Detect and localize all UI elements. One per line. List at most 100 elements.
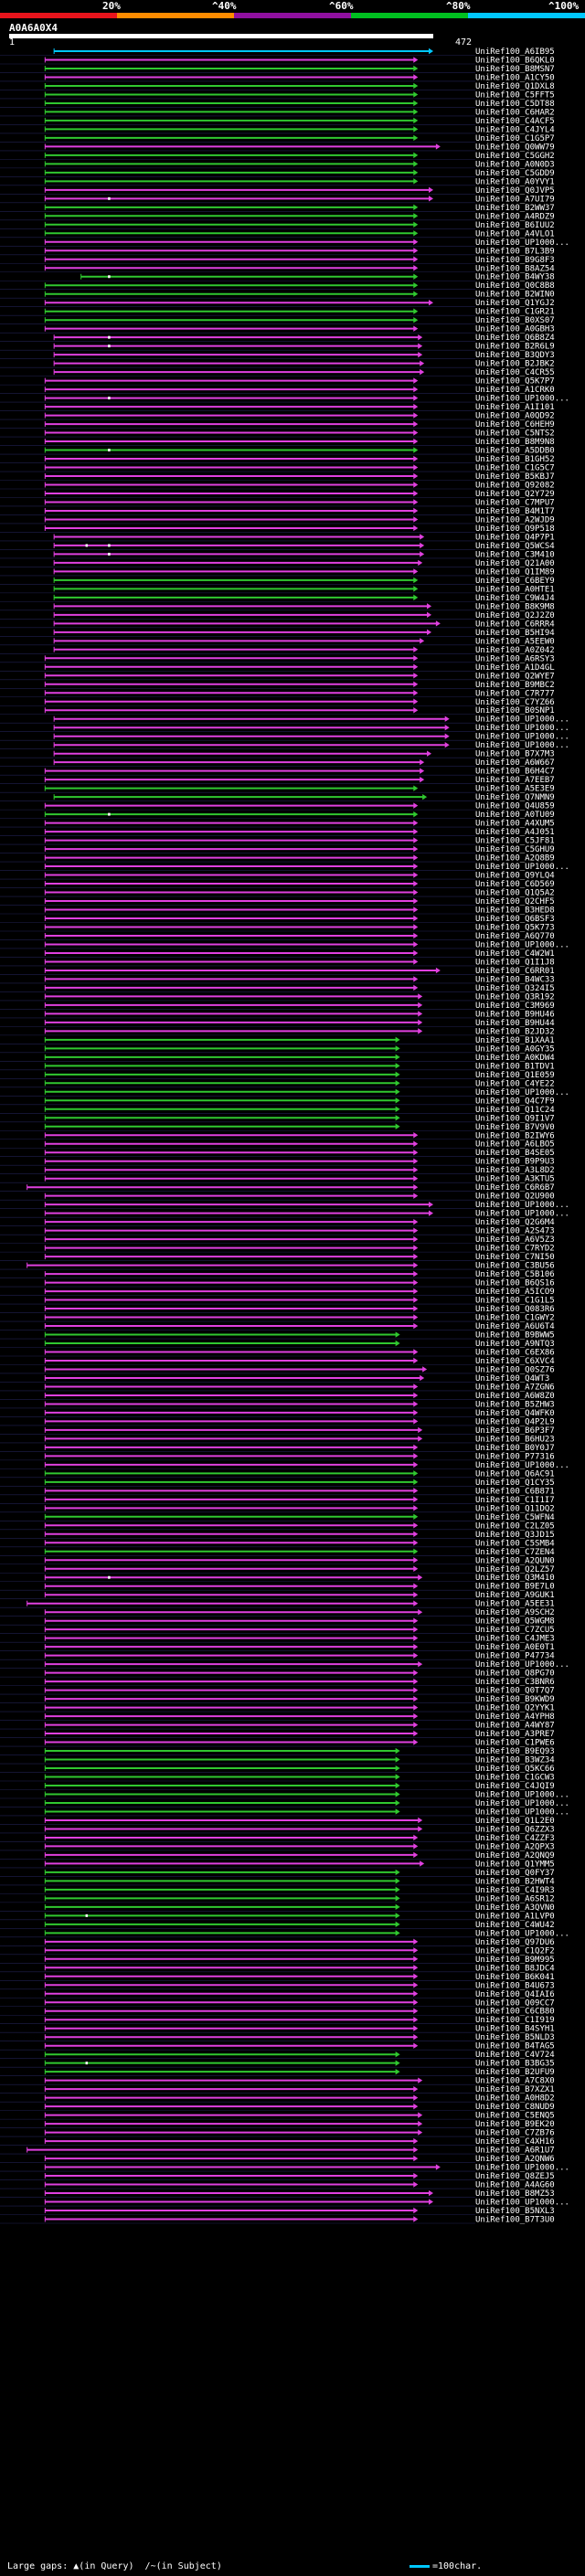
hit-id-label[interactable]: UniRef100_Q0WW79 [475, 143, 555, 152]
hit-id-label[interactable]: UniRef100_C6XVC4 [475, 1357, 555, 1366]
hit-id-label[interactable]: UniRef100_A6IB95 [475, 48, 555, 57]
hit-row[interactable]: UniRef100_Q8ZEJ5 [0, 2172, 555, 2181]
hit-id-label[interactable]: UniRef100_Q4WT3 [475, 1374, 549, 1383]
hit-row[interactable]: UniRef100_UP1000... [0, 733, 569, 742]
hit-row[interactable]: UniRef100_B1XAA1 [0, 1036, 555, 1045]
hit-id-label[interactable]: UniRef100_Q1L2E0 [475, 1817, 555, 1826]
hit-row[interactable]: UniRef100_A0E0T1 [0, 1643, 555, 1652]
hit-id-label[interactable]: UniRef100_Q9YLQ4 [475, 872, 555, 881]
hit-row[interactable]: UniRef100_Q0C8B8 [0, 281, 555, 291]
hit-row[interactable]: UniRef100_A6LBO5 [0, 1140, 555, 1150]
hit-row[interactable]: UniRef100_C7NI50 [0, 1253, 555, 1262]
hit-row[interactable]: UniRef100_A6SR12 [0, 1894, 555, 1903]
hit-row[interactable]: UniRef100_A6RSY3 [0, 654, 555, 663]
hit-row[interactable]: UniRef100_Q4IAI6 [0, 1990, 555, 1999]
hit-row[interactable]: UniRef100_B0SNP1 [0, 706, 555, 716]
hit-id-label[interactable]: UniRef100_C4W2W1 [475, 949, 555, 959]
hit-id-label[interactable]: UniRef100_C7NI50 [475, 1253, 555, 1262]
hit-id-label[interactable]: UniRef100_C7MPU7 [475, 498, 555, 507]
hit-id-label[interactable]: UniRef100_Q8PG70 [475, 1670, 555, 1679]
hit-id-label[interactable]: UniRef100_Q2YYK1 [475, 1704, 555, 1713]
hit-row[interactable]: UniRef100_Q2Y729 [0, 490, 555, 499]
hit-row[interactable]: UniRef100_B8AZ54 [0, 264, 555, 273]
hit-row[interactable]: UniRef100_C6EX86 [0, 1349, 555, 1358]
hit-row[interactable]: UniRef100_C5GGH2 [0, 152, 555, 161]
hit-id-label[interactable]: UniRef100_C5DT88 [475, 100, 555, 109]
hit-row[interactable]: UniRef100_B8M9N8 [0, 438, 555, 447]
hit-row[interactable]: UniRef100_A5DDB0 [0, 447, 555, 456]
hit-id-label[interactable]: UniRef100_C7RYD2 [475, 1245, 555, 1254]
hit-id-label[interactable]: UniRef100_C4CR55 [475, 368, 555, 377]
hit-id-label[interactable]: UniRef100_Q0SZ76 [475, 1365, 555, 1374]
hit-row[interactable]: UniRef100_B6QKL0 [0, 56, 555, 65]
hit-row[interactable]: UniRef100_B6H4C7 [0, 768, 555, 777]
hit-row[interactable]: UniRef100_B6HU23 [0, 1435, 555, 1444]
hit-row[interactable]: UniRef100_A3PRE7 [0, 1730, 555, 1739]
hit-row[interactable]: UniRef100_Q6ZZX3 [0, 1825, 555, 1834]
hit-id-label[interactable]: UniRef100_B9E7L0 [475, 1583, 555, 1592]
hit-id-label[interactable]: UniRef100_C6HEH9 [475, 420, 555, 429]
hit-id-label[interactable]: UniRef100_A0TU09 [475, 811, 555, 820]
hit-id-label[interactable]: UniRef100_B5ZHW3 [475, 1400, 555, 1409]
hit-id-label[interactable]: UniRef100_B8K9M8 [475, 602, 555, 611]
hit-row[interactable]: UniRef100_C4ZZF3 [0, 1834, 555, 1843]
hit-row[interactable]: UniRef100_C1I919 [0, 2016, 555, 2025]
hit-row[interactable]: UniRef100_Q2CHF5 [0, 897, 555, 906]
hit-id-label[interactable]: UniRef100_C6B871 [475, 1487, 555, 1496]
hit-row[interactable]: UniRef100_A0YVY1 [0, 177, 555, 186]
hit-id-label[interactable]: UniRef100_B8MZ53 [475, 2189, 555, 2199]
hit-id-label[interactable]: UniRef100_C6D569 [475, 880, 555, 889]
hit-id-label[interactable]: UniRef100_C1GCW3 [475, 1774, 555, 1783]
hit-id-label[interactable]: UniRef100_UP1000... [475, 2199, 569, 2208]
hit-id-label[interactable]: UniRef100_A6SR12 [475, 1894, 555, 1903]
hit-row[interactable]: UniRef100_UP1000... [0, 2164, 569, 2173]
hit-row[interactable]: UniRef100_UP1000... [0, 2199, 569, 2208]
hit-id-label[interactable]: UniRef100_B7L3B9 [475, 247, 555, 256]
hit-id-label[interactable]: UniRef100_A4J051 [475, 828, 555, 837]
hit-row[interactable]: UniRef100_UP1000... [0, 1799, 569, 1808]
hit-row[interactable]: UniRef100_C4JME3 [0, 1635, 555, 1644]
hit-row[interactable]: UniRef100_B8MZ53 [0, 2189, 555, 2199]
hit-row[interactable]: UniRef100_B2JBK2 [0, 360, 555, 369]
hit-id-label[interactable]: UniRef100_UP1000... [475, 1807, 569, 1817]
hit-row[interactable]: UniRef100_C1G5C7 [0, 464, 555, 473]
hit-id-label[interactable]: UniRef100_B3QDY3 [475, 351, 555, 360]
hit-id-label[interactable]: UniRef100_B6QS16 [475, 1279, 555, 1288]
hit-row[interactable]: UniRef100_Q0JVP5 [0, 186, 555, 196]
hit-row[interactable]: UniRef100_B9HU44 [0, 1019, 555, 1028]
hit-row[interactable]: UniRef100_B7XZX1 [0, 2085, 555, 2094]
hit-row[interactable]: UniRef100_Q1CY35 [0, 1479, 555, 1488]
hit-id-label[interactable]: UniRef100_A2WJD9 [475, 515, 555, 525]
hit-row[interactable]: UniRef100_A3KTU5 [0, 1175, 555, 1184]
hit-id-label[interactable]: UniRef100_Q2G6M4 [475, 1218, 555, 1227]
hit-id-label[interactable]: UniRef100_C4V724 [475, 2051, 555, 2060]
hit-id-label[interactable]: UniRef100_Q1YMM5 [475, 1860, 555, 1869]
hit-row[interactable]: UniRef100_C3BU56 [0, 1262, 555, 1271]
hit-row[interactable]: UniRef100_A2WJD9 [0, 515, 555, 525]
hit-id-label[interactable]: UniRef100_A4RDZ9 [475, 212, 555, 221]
hit-id-label[interactable]: UniRef100_Q8ZEJ5 [475, 2172, 555, 2181]
hit-row[interactable]: UniRef100_A6R1U7 [0, 2147, 555, 2156]
hit-id-label[interactable]: UniRef100_C4I9R3 [475, 1886, 555, 1895]
hit-id-label[interactable]: UniRef100_A2S473 [475, 1227, 555, 1236]
hit-row[interactable]: UniRef100_C4JQI9 [0, 1782, 555, 1791]
hit-id-label[interactable]: UniRef100_A4YPH8 [475, 1712, 555, 1722]
hit-row[interactable]: UniRef100_A6Q770 [0, 932, 555, 941]
hit-row[interactable]: UniRef100_B4WY38 [0, 273, 555, 282]
hit-id-label[interactable]: UniRef100_C5GDD9 [475, 169, 555, 178]
hit-id-label[interactable]: UniRef100_B0XS07 [475, 316, 555, 325]
hit-row[interactable]: UniRef100_C6D569 [0, 880, 555, 889]
hit-id-label[interactable]: UniRef100_B9P9U3 [475, 1158, 555, 1167]
hit-row[interactable]: UniRef100_B9E7L0 [0, 1583, 555, 1592]
hit-row[interactable]: UniRef100_Q1DXL8 [0, 82, 555, 91]
hit-id-label[interactable]: UniRef100_A6LBO5 [475, 1140, 555, 1150]
hit-id-label[interactable]: UniRef100_A4AG60 [475, 2181, 555, 2190]
hit-id-label[interactable]: UniRef100_A0GY35 [475, 1044, 555, 1054]
hit-row[interactable]: UniRef100_Q1Q5A2 [0, 889, 555, 898]
hit-id-label[interactable]: UniRef100_C1G1L5 [475, 1297, 555, 1306]
hit-id-label[interactable]: UniRef100_C1Q2F2 [475, 1946, 555, 1956]
hit-id-label[interactable]: UniRef100_A0QD92 [475, 412, 555, 421]
hit-row[interactable]: UniRef100_B0Y0J7 [0, 1444, 555, 1453]
hit-row[interactable]: UniRef100_Q6BSF3 [0, 915, 555, 924]
hit-id-label[interactable]: UniRef100_C8NUD9 [475, 2103, 555, 2112]
